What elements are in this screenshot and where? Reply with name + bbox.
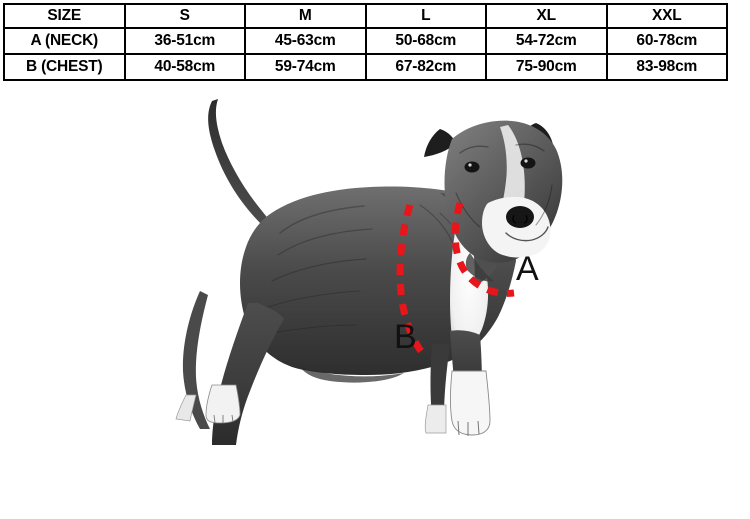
header-cell-l: L	[364, 3, 487, 29]
dog-eye-right	[520, 157, 536, 169]
table-row-neck: A (NECK) 36-51cm 45-63cm 50-68cm 54-72cm…	[3, 27, 728, 55]
header-cell-size: SIZE	[3, 3, 126, 29]
table-row-chest: B (CHEST) 40-58cm 59-74cm 67-82cm 75-90c…	[3, 53, 728, 81]
cell-neck-m: 45-63cm	[244, 27, 367, 55]
dog-hind-paw-near	[205, 384, 241, 424]
dog-ear-left	[424, 129, 456, 157]
dog-front-paw-near	[450, 370, 491, 436]
cell-neck-l: 50-68cm	[364, 27, 487, 55]
cell-chest-l: 67-82cm	[364, 53, 487, 81]
row-label-neck: A (NECK)	[3, 27, 126, 55]
cell-neck-xxl: 60-78cm	[605, 27, 728, 55]
header-cell-xl: XL	[485, 3, 608, 29]
dog-front-paw-far	[424, 404, 447, 434]
dog-size-chart-table: SIZE S M L XL XXL A (NECK) 36-51cm 45-63…	[3, 3, 728, 81]
header-cell-xxl: XXL	[605, 3, 728, 29]
measurement-marker-a-label: A	[516, 250, 539, 288]
dog-figure	[175, 99, 563, 445]
dog-belly	[300, 367, 404, 383]
dog-body	[240, 186, 516, 375]
dog-nostrils	[512, 214, 528, 224]
dog-eye-left-highlight	[468, 163, 472, 167]
cell-chest-m: 59-74cm	[244, 53, 367, 81]
dog-nose	[506, 206, 534, 228]
dog-hind-paw-far	[175, 394, 197, 422]
dog-body-shading	[267, 204, 473, 334]
dog-jowl-shadow	[465, 253, 494, 282]
dog-eye-right-highlight	[524, 159, 528, 163]
cell-chest-xl: 75-90cm	[485, 53, 608, 81]
dog-mouth	[505, 226, 549, 242]
cell-chest-xxl: 83-98cm	[605, 53, 728, 81]
measurement-line-b-chest	[396, 203, 427, 358]
measurement-marker-b-label: B	[394, 318, 417, 356]
header-cell-s: S	[123, 3, 246, 29]
table-header-row: SIZE S M L XL XXL	[3, 3, 728, 29]
measurement-line-a-neck	[451, 202, 515, 297]
header-cell-m: M	[244, 3, 367, 29]
dog-tail	[208, 99, 282, 241]
cell-neck-s: 36-51cm	[123, 27, 246, 55]
dog-front-toes	[457, 420, 480, 436]
table-header: SIZE S M L XL XXL	[3, 3, 728, 29]
cell-chest-s: 40-58cm	[123, 53, 246, 81]
cell-neck-xl: 54-72cm	[485, 27, 608, 55]
dog-hind-toes	[213, 414, 234, 424]
dog-head-shading	[455, 143, 553, 228]
row-label-chest: B (CHEST)	[3, 53, 126, 81]
dog-measurement-illustration: A B	[0, 85, 750, 519]
dog-hind-leg-far	[182, 291, 210, 429]
dog-side-view-icon	[0, 85, 750, 519]
dog-eye-left	[464, 161, 480, 173]
table-body: A (NECK) 36-51cm 45-63cm 50-68cm 54-72cm…	[3, 27, 728, 81]
dog-front-leg-far	[430, 343, 450, 417]
